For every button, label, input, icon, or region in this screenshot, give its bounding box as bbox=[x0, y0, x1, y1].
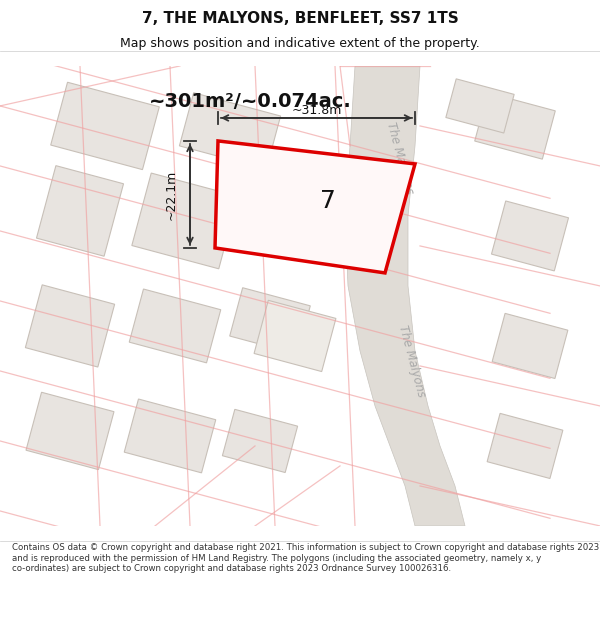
Polygon shape bbox=[129, 289, 221, 363]
Text: Contains OS data © Crown copyright and database right 2021. This information is : Contains OS data © Crown copyright and d… bbox=[12, 543, 599, 573]
Text: ~22.1m: ~22.1m bbox=[165, 169, 178, 219]
Polygon shape bbox=[25, 285, 115, 367]
Polygon shape bbox=[132, 173, 238, 269]
Polygon shape bbox=[179, 92, 281, 169]
Text: Map shows position and indicative extent of the property.: Map shows position and indicative extent… bbox=[120, 37, 480, 50]
Polygon shape bbox=[446, 79, 514, 133]
Polygon shape bbox=[254, 301, 336, 371]
Polygon shape bbox=[491, 201, 569, 271]
Polygon shape bbox=[475, 92, 555, 159]
Polygon shape bbox=[487, 413, 563, 479]
Polygon shape bbox=[239, 181, 321, 251]
Text: The Malyons: The Malyons bbox=[384, 121, 416, 196]
Polygon shape bbox=[230, 288, 310, 354]
Polygon shape bbox=[215, 141, 415, 273]
Polygon shape bbox=[37, 166, 124, 256]
Text: ~31.8m: ~31.8m bbox=[292, 104, 341, 117]
Polygon shape bbox=[124, 399, 216, 473]
Polygon shape bbox=[26, 392, 114, 469]
Text: 7, THE MALYONS, BENFLEET, SS7 1TS: 7, THE MALYONS, BENFLEET, SS7 1TS bbox=[142, 11, 458, 26]
Polygon shape bbox=[223, 409, 298, 472]
Text: ~301m²/~0.074ac.: ~301m²/~0.074ac. bbox=[149, 92, 352, 111]
Text: 7: 7 bbox=[320, 189, 336, 213]
Polygon shape bbox=[492, 313, 568, 379]
Polygon shape bbox=[51, 82, 159, 169]
Text: The Malyons: The Malyons bbox=[396, 324, 428, 398]
Polygon shape bbox=[345, 66, 465, 526]
